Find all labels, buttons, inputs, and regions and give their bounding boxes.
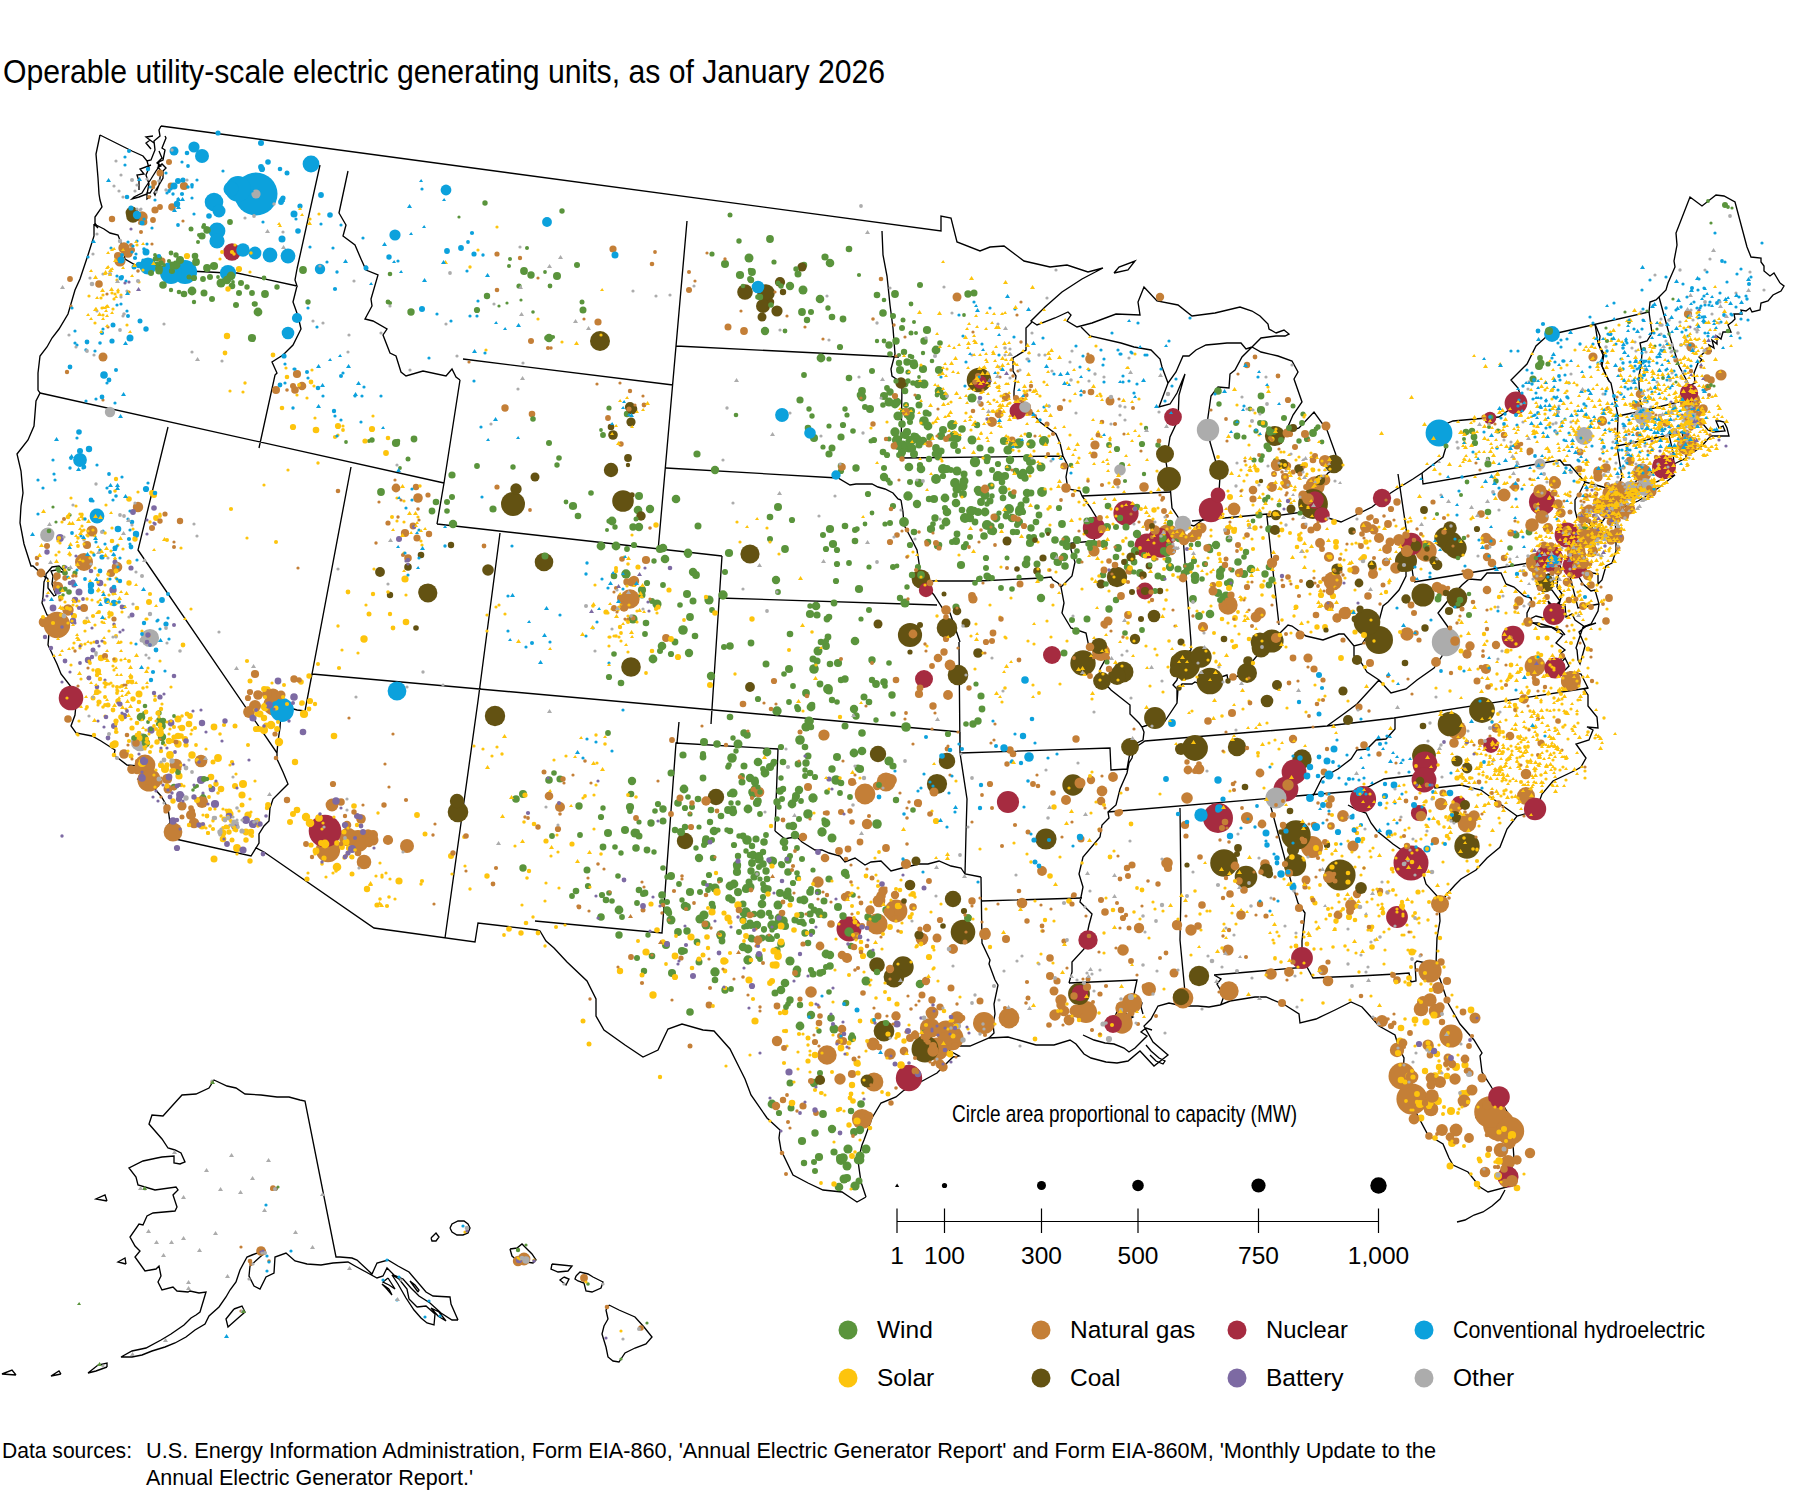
svg-text:500: 500 (1118, 1242, 1159, 1269)
svg-text:Other: Other (1453, 1364, 1514, 1391)
svg-text:Wind: Wind (877, 1316, 933, 1343)
svg-text:1,000: 1,000 (1348, 1242, 1409, 1269)
svg-text:Battery: Battery (1266, 1364, 1344, 1391)
svg-text:Natural gas: Natural gas (1070, 1316, 1195, 1343)
svg-text:300: 300 (1021, 1242, 1062, 1269)
svg-text:Annual Electric Generator Repo: Annual Electric Generator Report.' (146, 1466, 473, 1490)
svg-text:Coal: Coal (1070, 1364, 1120, 1391)
svg-text:1: 1 (890, 1242, 904, 1269)
svg-text:100: 100 (924, 1242, 965, 1269)
svg-text:Solar: Solar (877, 1364, 934, 1391)
svg-text:Circle area proportional to ca: Circle area proportional to capacity (MW… (952, 1100, 1297, 1127)
svg-text:Nuclear: Nuclear (1266, 1316, 1348, 1343)
svg-text:Conventional hydroelectric: Conventional hydroelectric (1453, 1316, 1705, 1343)
svg-text:750: 750 (1238, 1242, 1279, 1269)
svg-text:Data sources:: Data sources: (2, 1439, 132, 1462)
svg-text:U.S. Energy Information Admini: U.S. Energy Information Administration, … (146, 1439, 1436, 1463)
svg-text:Operable utility-scale electri: Operable utility-scale electric generati… (3, 54, 885, 90)
